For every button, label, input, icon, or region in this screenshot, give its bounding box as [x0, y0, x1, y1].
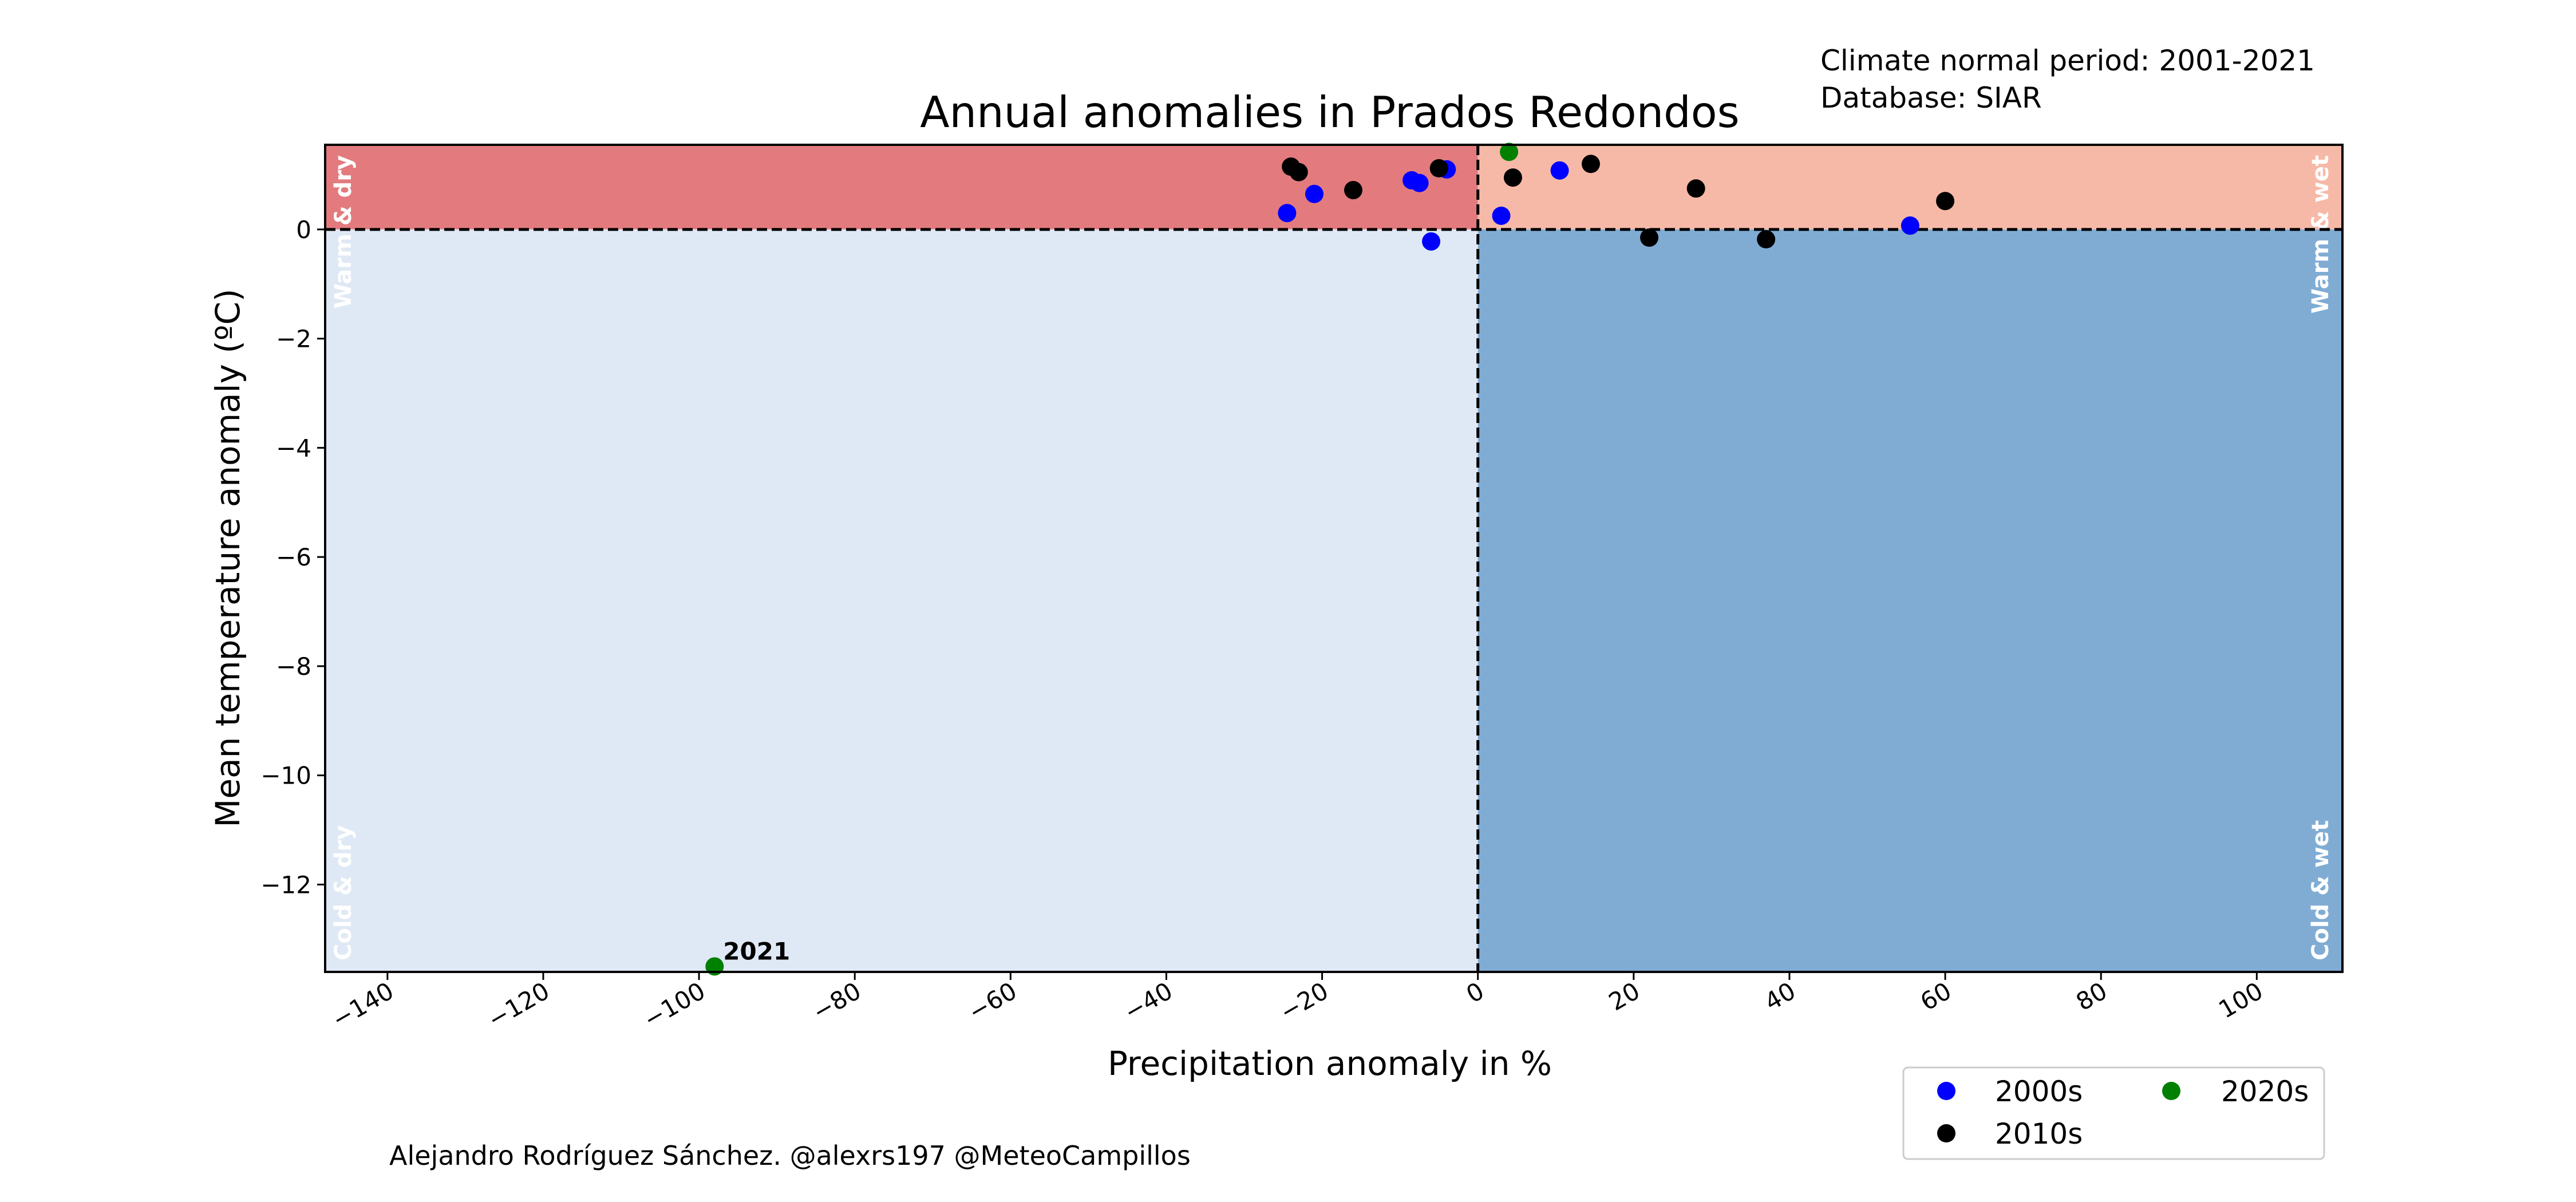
- point-2000s-7: [1492, 206, 1511, 225]
- point-2000s-8: [1550, 161, 1569, 180]
- x-axis-label: Precipitation anomaly in %: [1108, 1044, 1552, 1083]
- quadrant-cold-dry: [325, 229, 1478, 972]
- x-tick-label: 20: [1604, 976, 1645, 1016]
- point-2000s-2: [1305, 184, 1323, 203]
- x-tick-label: 100: [2214, 976, 2267, 1024]
- point-2000s-9: [1901, 216, 1919, 235]
- y-axis-label: Mean temperature anomaly (ºC): [208, 288, 247, 827]
- point-2010s-6: [1582, 155, 1601, 173]
- point-2000s-4: [1410, 173, 1429, 192]
- y-tick-label: −6: [276, 543, 311, 571]
- y-tick-label: −2: [276, 325, 311, 353]
- quadrant-cold-wet: [1477, 229, 2342, 972]
- y-tick-label: 0: [296, 216, 311, 244]
- y-tick-label: −10: [260, 762, 311, 790]
- legend: 2000s 2010s 2020s: [1902, 1066, 2325, 1160]
- x-tick-label: −100: [639, 976, 710, 1034]
- zero-reference-lines: [325, 145, 2342, 972]
- info-line-database: Database: SIAR: [1820, 81, 2042, 114]
- point-2020s-1: [1500, 143, 1519, 161]
- point-2000s-1: [1278, 204, 1297, 223]
- legend-label-2010s: 2010s: [1995, 1117, 2083, 1150]
- point-annotations: 2021: [723, 937, 790, 965]
- x-tick-label: −80: [808, 976, 866, 1026]
- x-tick-label: −60: [963, 976, 1021, 1026]
- quadrant-labels: Warm & dry Warm & wet Cold & dry Cold & wet: [330, 155, 2334, 960]
- quadrant-label-cold-dry: Cold & dry: [330, 825, 357, 960]
- x-tick-label: 60: [1915, 976, 1956, 1016]
- x-tick-label: 0: [1461, 976, 1489, 1009]
- point-2010s-10: [1936, 192, 1955, 211]
- quadrant-label-warm-wet: Warm & wet: [2308, 155, 2334, 314]
- x-tick-label: −40: [1119, 976, 1177, 1026]
- point-2010s-8: [1686, 179, 1705, 198]
- y-tick-label: −12: [260, 871, 311, 899]
- y-axis-ticks: −12 −10 −8 −6 −4 −2 0: [260, 216, 325, 899]
- x-tick-label: −120: [483, 976, 554, 1034]
- quadrant-label-cold-wet: Cold & wet: [2308, 820, 2334, 960]
- legend-label-2000s: 2000s: [1995, 1075, 2083, 1108]
- x-tick-label: 80: [2071, 976, 2112, 1016]
- credit-text: Alejandro Rodríguez Sánchez. @alexrs197 …: [389, 1140, 1191, 1171]
- info-line-period: Climate normal period: 2001-2021: [1820, 44, 2315, 77]
- x-tick-label: 40: [1760, 976, 1800, 1016]
- x-tick-label: −20: [1275, 976, 1333, 1026]
- point-2000s-5: [1422, 232, 1441, 251]
- legend-marker-2000s: [1937, 1082, 1955, 1100]
- point-label-2021: 2021: [723, 937, 790, 965]
- point-2010s-5: [1503, 168, 1522, 187]
- point-2010s-9: [1757, 230, 1776, 249]
- point-2010s-2: [1289, 163, 1308, 181]
- x-tick-label: −140: [327, 976, 398, 1034]
- quadrant-backgrounds: [325, 145, 2342, 972]
- point-2010s-3: [1344, 181, 1363, 200]
- legend-label-2020s: 2020s: [2221, 1075, 2309, 1108]
- x-axis-ticks: −140 −120 −100 −80 −60 −40 −20 0 20 40 60 80 100: [327, 972, 2267, 1034]
- y-tick-label: −4: [276, 434, 311, 462]
- point-2010s-7: [1640, 228, 1659, 247]
- quadrant-warm-wet: [1477, 145, 2342, 230]
- y-tick-label: −8: [276, 653, 311, 681]
- legend-marker-2010s: [1937, 1124, 1955, 1142]
- point-2010s-4: [1429, 159, 1448, 178]
- legend-box: [1902, 1066, 2325, 1160]
- plot-frame: [324, 144, 2344, 973]
- chart-title: Annual anomalies in Prados Redondos: [920, 87, 1739, 137]
- quadrant-label-warm-dry: Warm & dry: [330, 155, 357, 309]
- quadrant-warm-dry: [325, 145, 1478, 230]
- legend-marker-2020s: [2162, 1082, 2180, 1100]
